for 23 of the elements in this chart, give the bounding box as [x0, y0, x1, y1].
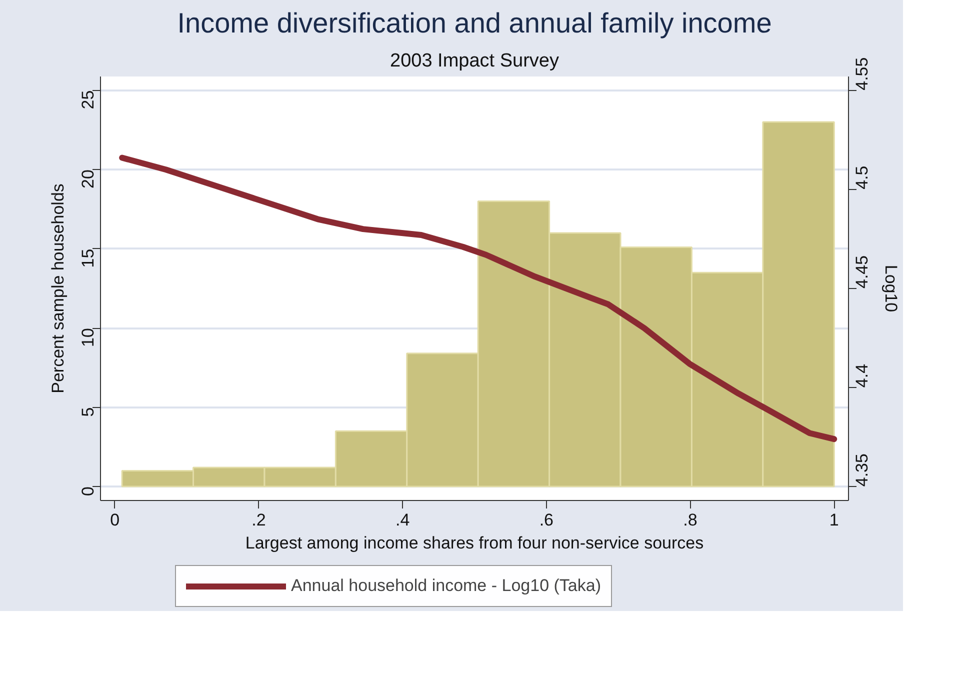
text: Annual household income - Log10 (Taka) — [291, 576, 601, 596]
x-tick-label: .6 — [539, 510, 554, 530]
y-tick-label: 10 — [78, 328, 98, 347]
x-axis-title: Largest among income shares from four non-service sources — [245, 534, 704, 552]
y2-tick-label: 4.45 — [852, 255, 872, 288]
y-tick-label: 25 — [78, 90, 98, 110]
y-tick-label: 20 — [78, 170, 98, 188]
y2-tick-label: 4.35 — [852, 454, 872, 487]
x-tick-label: .4 — [395, 510, 410, 530]
y-tick-label: 5 — [78, 407, 98, 417]
y-tick-label: 0 — [78, 486, 98, 496]
x-tick-label: .2 — [252, 510, 266, 530]
chart-subtitle: 2003 Impact Survey — [390, 50, 560, 72]
x-tick-label: 0 — [110, 510, 120, 530]
chart-title: Income diversification and annual family income — [177, 8, 772, 38]
y2-tick-label: 4.5 — [852, 166, 872, 190]
x-tick-label: .8 — [683, 510, 698, 530]
y2-tick-label: 4.55 — [852, 57, 872, 90]
y2-tick-label: 4.4 — [852, 364, 872, 388]
y-tick-label: 15 — [78, 248, 98, 268]
x-tick-label: 1 — [829, 510, 839, 530]
y2-axis-title: Log10 — [882, 264, 900, 312]
y-axis-title: Percent sample households — [48, 184, 68, 394]
